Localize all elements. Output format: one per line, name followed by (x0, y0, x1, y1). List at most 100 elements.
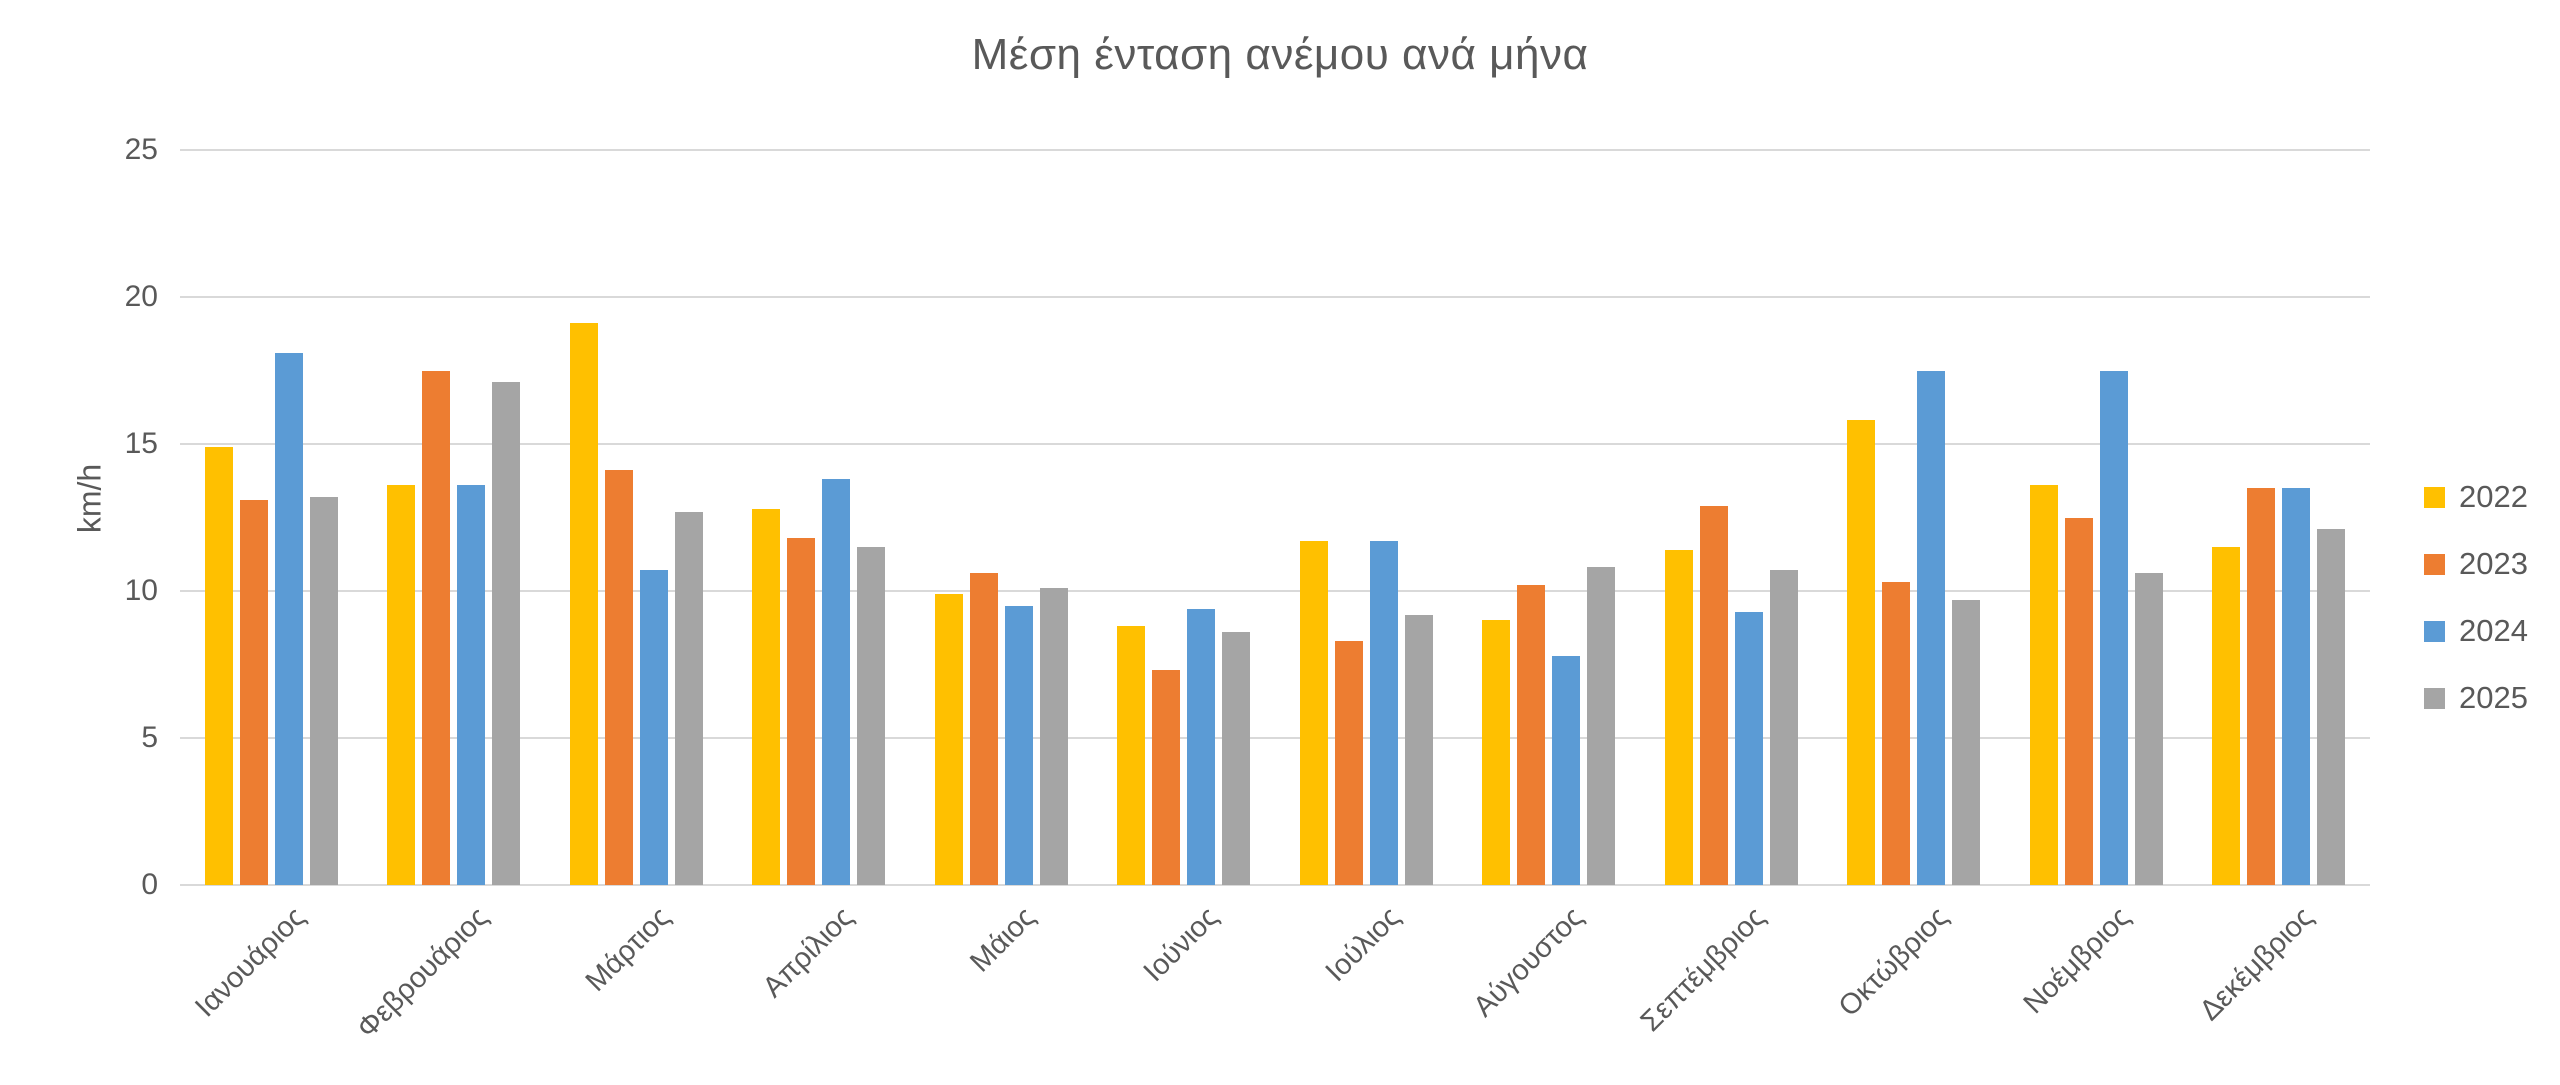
bar-group-11 (2005, 150, 2188, 885)
legend-item-2022: 2022 (2424, 479, 2528, 514)
x-axis-label-2: Φεβρουάριος (350, 901, 495, 1045)
legend-swatch-2023 (2424, 553, 2445, 575)
bar-2022-3 (569, 323, 598, 885)
bar-2024-8 (1552, 655, 1581, 885)
bar-2024-12 (2282, 488, 2311, 885)
y-tick-label-15: 15 (124, 427, 158, 460)
bar-2022-7 (1299, 541, 1328, 885)
legend: 2022 2023 2024 2025 (2424, 479, 2528, 750)
x-axis-label-11: Νοέμβριος (2017, 901, 2137, 1021)
bar-2023-5 (969, 573, 998, 885)
gridline-20 (180, 296, 2370, 298)
bar-2025-12 (2317, 529, 2346, 885)
y-tick-label-20: 20 (124, 280, 158, 313)
bar-2024-4 (822, 479, 851, 885)
bar-2023-11 (2064, 517, 2093, 885)
legend-label-2025: 2025 (2459, 680, 2528, 715)
gridline-15 (180, 443, 2370, 445)
bar-2022-8 (1482, 620, 1511, 885)
legend-swatch-2025 (2424, 687, 2445, 709)
x-axis-label-8: Αύγουστος (1467, 901, 1590, 1024)
bar-2025-9 (1769, 570, 1798, 885)
bar-2024-7 (1369, 541, 1398, 885)
legend-label-2024: 2024 (2459, 613, 2528, 648)
bar-2022-9 (1664, 549, 1693, 885)
bar-2022-1 (204, 446, 233, 885)
bar-group-6 (1093, 150, 1276, 885)
legend-swatch-2024 (2424, 620, 2445, 642)
bar-2024-10 (1917, 370, 1946, 885)
bar-2024-3 (639, 570, 668, 885)
bar-2023-1 (239, 499, 268, 885)
bar-2022-12 (2212, 546, 2241, 885)
bar-2023-9 (1699, 505, 1728, 885)
y-tick-label-5: 5 (141, 721, 158, 754)
bar-2025-7 (1404, 614, 1433, 885)
bar-group-7 (1275, 150, 1458, 885)
bar-2023-8 (1517, 585, 1546, 885)
x-axis-line (180, 884, 2370, 886)
bar-group-5 (910, 150, 1093, 885)
bar-2023-4 (787, 538, 816, 885)
bar-2024-9 (1734, 611, 1763, 885)
bar-2023-6 (1152, 670, 1181, 885)
bar-2025-10 (1952, 599, 1981, 885)
gridline-10 (180, 590, 2370, 592)
bar-2023-10 (1882, 582, 1911, 885)
bar-2025-8 (1587, 567, 1616, 885)
bar-2024-5 (1004, 605, 1033, 885)
bar-2025-1 (309, 496, 338, 885)
legend-label-2023: 2023 (2459, 546, 2528, 581)
bar-group-10 (1823, 150, 2006, 885)
x-axis-label-1: Ιανουάριος (189, 901, 312, 1024)
legend-label-2022: 2022 (2459, 479, 2528, 514)
gridline-25 (180, 149, 2370, 151)
x-axis-label-3: Μάρτιος (579, 901, 677, 998)
bar-2022-5 (934, 593, 963, 885)
y-tick-label-10: 10 (124, 574, 158, 607)
legend-swatch-2022 (2424, 486, 2445, 508)
x-axis-label-5: Μάιος (964, 901, 1042, 979)
bar-2023-3 (604, 470, 633, 885)
x-axis-label-6: Ιούνιος (1137, 901, 1225, 989)
bar-2023-12 (2247, 488, 2276, 885)
bar-group-1 (180, 150, 363, 885)
bar-group-4 (728, 150, 911, 885)
bar-2024-11 (2099, 370, 2128, 885)
bar-2025-4 (857, 546, 886, 885)
bar-2025-2 (492, 382, 521, 885)
legend-item-2024: 2024 (2424, 613, 2528, 648)
y-tick-label-25: 25 (124, 133, 158, 166)
bar-2025-6 (1222, 632, 1251, 885)
plot-area (180, 149, 2371, 886)
bar-2022-11 (2029, 485, 2058, 885)
bar-2025-11 (2134, 573, 2163, 885)
x-axis-label-12: Δεκέμβριος (2193, 901, 2320, 1027)
chart-title: Μέση ένταση ανέμου ανά μήνα (971, 30, 1589, 79)
x-axis-label-4: Απρίλιος (756, 901, 860, 1004)
bar-2022-10 (1847, 420, 1876, 885)
bar-2022-6 (1117, 626, 1146, 885)
bar-2023-2 (422, 370, 451, 885)
bar-group-8 (1458, 150, 1641, 885)
bar-group-9 (1640, 150, 1823, 885)
bar-group-2 (363, 150, 546, 885)
y-tick-label-0: 0 (141, 868, 158, 901)
bar-2022-2 (387, 485, 416, 885)
bar-2022-4 (752, 508, 781, 885)
gridline-5 (180, 737, 2370, 739)
legend-item-2025: 2025 (2424, 680, 2528, 715)
bar-2023-7 (1334, 640, 1363, 885)
bar-2025-5 (1039, 588, 1068, 885)
bar-2025-3 (674, 511, 703, 885)
legend-item-2023: 2023 (2424, 546, 2528, 581)
x-axis-label-9: Σεπτέμβριος (1634, 901, 1772, 1038)
bar-2024-6 (1187, 608, 1216, 885)
bar-group-3 (545, 150, 728, 885)
bar-group-12 (2188, 150, 2371, 885)
bar-2024-2 (457, 485, 486, 885)
x-axis-label-10: Οκτώβριος (1832, 901, 1955, 1023)
bar-2024-1 (274, 352, 303, 885)
x-axis-label-7: Ιούλιος (1319, 901, 1407, 989)
